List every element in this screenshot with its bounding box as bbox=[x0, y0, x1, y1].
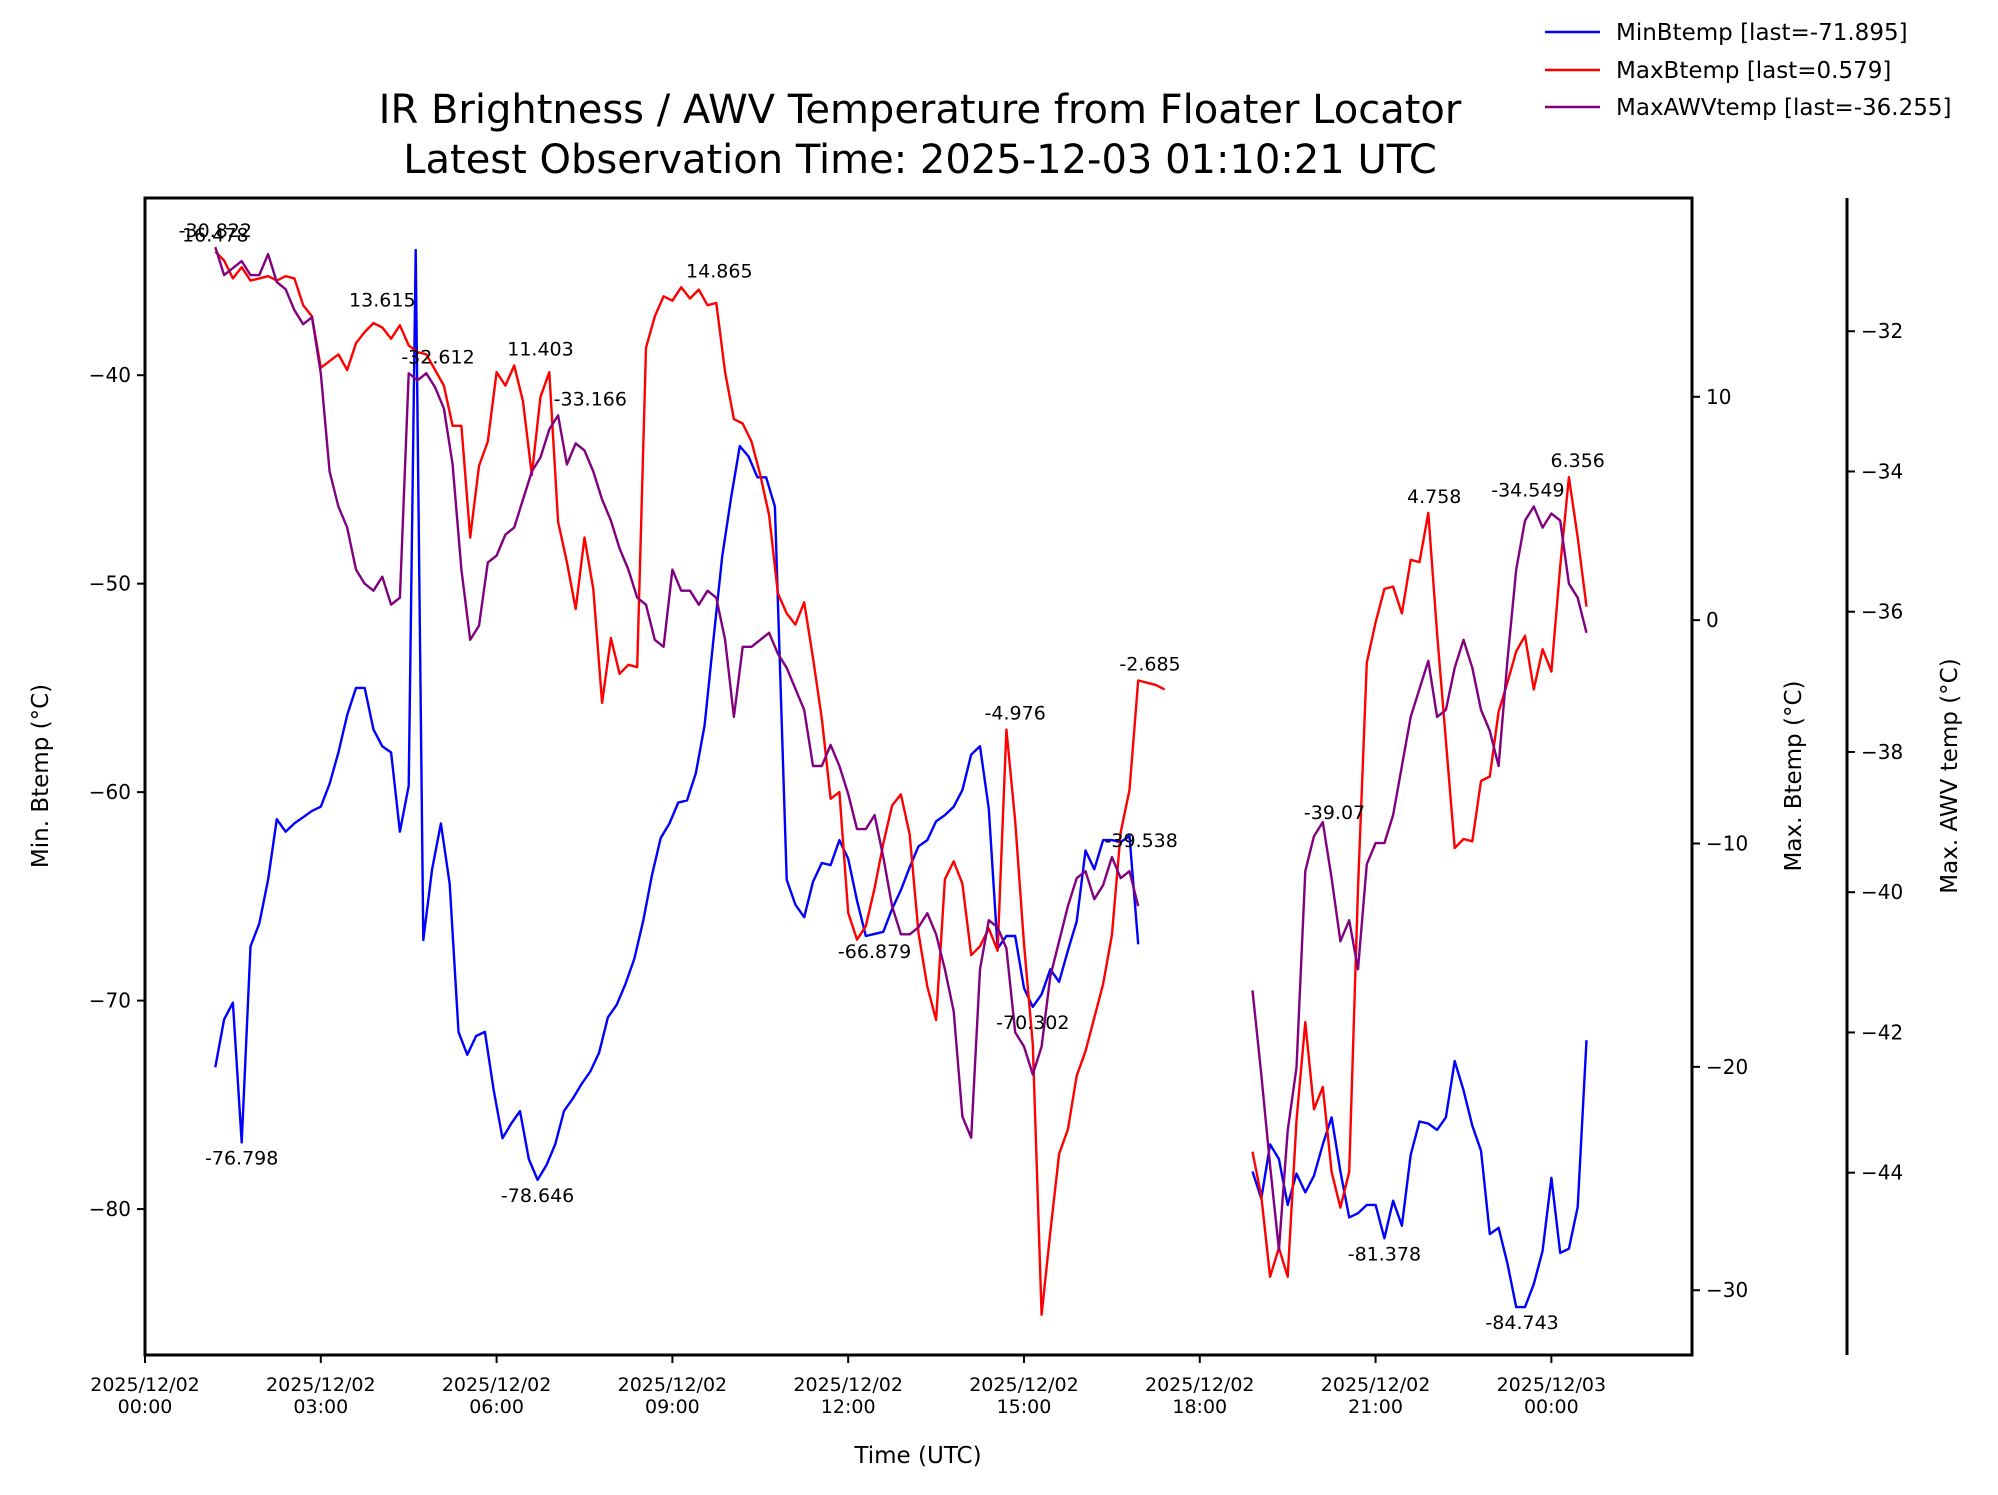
x-tick-label-date: 2025/12/02 bbox=[1145, 1374, 1255, 1396]
data-label-maxawvtemp-20: -34.549 bbox=[1491, 480, 1564, 502]
right-axis-label: Max. Btemp (°C) bbox=[1781, 681, 1807, 872]
x-tick-label-date: 2025/12/02 bbox=[1321, 1374, 1431, 1396]
x-tick-label-time: 00:00 bbox=[1524, 1396, 1579, 1418]
data-label-maxawvtemp-16: -32.612 bbox=[401, 346, 474, 368]
x-tick-label-date: 2025/12/02 bbox=[442, 1374, 552, 1396]
data-label-minbtemp-1: -76.798 bbox=[205, 1147, 278, 1169]
data-label-minbtemp-4: -70.302 bbox=[996, 1012, 1069, 1034]
awv-tick-label: −36 bbox=[1861, 600, 1903, 624]
left-axis-label: Min. Btemp (°C) bbox=[28, 684, 54, 868]
data-label-maxawvtemp-17: -33.166 bbox=[554, 388, 627, 410]
data-label-maxbtemp-12: -2.685 bbox=[1119, 654, 1180, 676]
awv-tick-label: −44 bbox=[1861, 1161, 1903, 1185]
awv-tick-label: −32 bbox=[1861, 319, 1903, 343]
data-label-maxbtemp-10: 14.865 bbox=[686, 260, 752, 282]
data-label-maxawvtemp-19: -39.07 bbox=[1304, 802, 1365, 824]
annotations: -76.798 -78.646 -66.879 -70.302 -81.378 -84.7… bbox=[179, 220, 1605, 1334]
right-tick-label: −10 bbox=[1706, 832, 1748, 856]
data-label-maxbtemp-8: 13.615 bbox=[349, 289, 415, 311]
series-line-maxbtemp-seg2 bbox=[1251, 476, 1588, 1278]
x-tick-label-date: 2025/12/02 bbox=[90, 1374, 200, 1396]
awv-y-axis: −44 −42 −40 −38 −36 −34 −32 bbox=[1847, 319, 1903, 1185]
series-line-maxawvtemp-seg1 bbox=[214, 246, 1140, 1139]
x-tick-label-date: 2025/12/02 bbox=[266, 1374, 376, 1396]
right-y-axis: −30 −20 −10 0 10 bbox=[1692, 385, 1748, 1302]
legend-label-minbtemp: MinBtemp [last=-71.895] bbox=[1616, 20, 1908, 46]
data-label-maxbtemp-13: 4.758 bbox=[1407, 486, 1461, 508]
data-label-minbtemp-6: -84.743 bbox=[1485, 1312, 1558, 1334]
legend-label-maxbtemp: MaxBtemp [last=0.579] bbox=[1616, 58, 1891, 84]
left-tick-label: −40 bbox=[89, 363, 131, 387]
legend: MinBtemp [last=-71.895] MaxBtemp [last=0… bbox=[1545, 20, 1951, 121]
data-label-maxbtemp-9: 11.403 bbox=[507, 339, 573, 361]
data-label-maxawvtemp-18: -39.538 bbox=[1105, 830, 1178, 852]
awv-tick-label: −34 bbox=[1861, 459, 1903, 483]
data-label-minbtemp-5: -81.378 bbox=[1348, 1243, 1421, 1265]
legend-label-maxawvtemp: MaxAWVtemp [last=-36.255] bbox=[1616, 95, 1951, 121]
series-line-maxawvtemp-seg2 bbox=[1251, 505, 1588, 1251]
left-tick-label: −80 bbox=[89, 1197, 131, 1221]
series-lines bbox=[214, 246, 1588, 1316]
x-axis: 2025/12/0200:002025/12/0203:002025/12/02… bbox=[90, 1355, 1606, 1418]
x-tick-label-time: 06:00 bbox=[469, 1396, 524, 1418]
x-tick-label-date: 2025/12/02 bbox=[618, 1374, 728, 1396]
left-tick-label: −50 bbox=[89, 572, 131, 596]
awv-axis-label: Max. AWV temp (°C) bbox=[1937, 658, 1963, 893]
data-label-maxbtemp-7: 16.478 bbox=[182, 225, 248, 247]
x-tick-label-time: 18:00 bbox=[1172, 1396, 1227, 1418]
x-tick-label-time: 15:00 bbox=[997, 1396, 1052, 1418]
data-label-minbtemp-3: -66.879 bbox=[838, 941, 911, 963]
x-tick-label-time: 21:00 bbox=[1348, 1396, 1403, 1418]
x-tick-label-date: 2025/12/02 bbox=[969, 1374, 1079, 1396]
series-line-minbtemp-seg2 bbox=[1251, 1040, 1588, 1309]
data-label-maxbtemp-14: 6.356 bbox=[1550, 450, 1604, 472]
plot-frame bbox=[143, 196, 1694, 1357]
data-label-maxawvtemp-15: -30.822 bbox=[179, 220, 252, 242]
chart-title: IR Brightness / AWV Temperature from Flo… bbox=[379, 87, 1462, 133]
right-tick-label: 0 bbox=[1706, 608, 1719, 632]
x-tick-label-date: 2025/12/03 bbox=[1497, 1374, 1607, 1396]
chart-subtitle: Latest Observation Time: 2025-12-03 01:1… bbox=[403, 137, 1437, 183]
left-tick-label: −60 bbox=[89, 780, 131, 804]
right-tick-label: −20 bbox=[1706, 1055, 1748, 1079]
series-line-minbtemp-seg1 bbox=[214, 248, 1140, 1182]
awv-tick-label: −38 bbox=[1861, 740, 1903, 764]
x-tick-label-time: 00:00 bbox=[118, 1396, 173, 1418]
x-tick-label-time: 09:00 bbox=[645, 1396, 700, 1418]
x-tick-label-time: 12:00 bbox=[821, 1396, 876, 1418]
series-line-maxbtemp-seg1 bbox=[214, 250, 1166, 1316]
left-tick-label: −70 bbox=[89, 989, 131, 1013]
right-tick-label: −30 bbox=[1706, 1278, 1748, 1302]
right-tick-label: 10 bbox=[1706, 385, 1731, 409]
x-axis-label: Time (UTC) bbox=[853, 1443, 981, 1469]
data-label-minbtemp-2: -78.646 bbox=[501, 1185, 574, 1207]
left-y-axis: −80 −70 −60 −50 −40 bbox=[89, 363, 145, 1221]
awv-tick-label: −42 bbox=[1861, 1020, 1903, 1044]
x-tick-label-time: 03:00 bbox=[293, 1396, 348, 1418]
data-label-maxbtemp-11: -4.976 bbox=[985, 703, 1046, 725]
awv-tick-label: −40 bbox=[1861, 880, 1903, 904]
x-tick-label-date: 2025/12/02 bbox=[793, 1374, 903, 1396]
